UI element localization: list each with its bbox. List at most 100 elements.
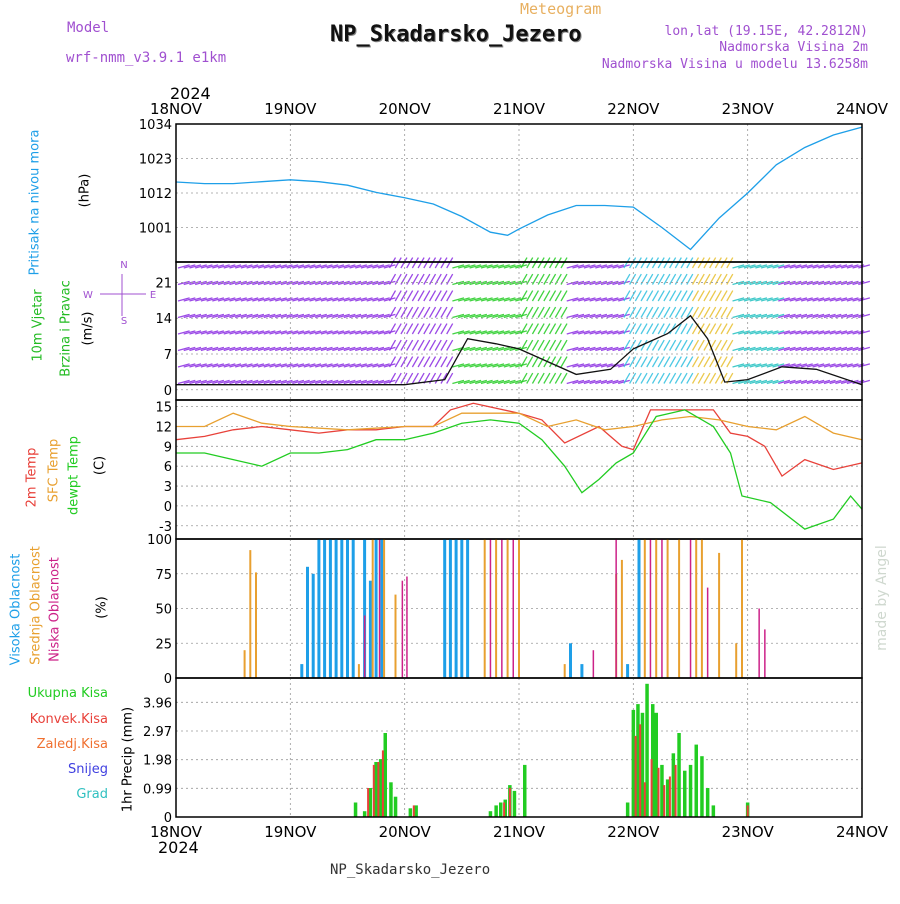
wind-barb <box>486 346 499 352</box>
clouds-bar <box>380 539 384 678</box>
wind-barb <box>440 339 448 351</box>
precipitation-bar <box>694 744 698 817</box>
wind-barb <box>806 264 819 269</box>
wind-barb <box>332 346 345 352</box>
temperature-series-line <box>176 409 863 530</box>
y-tick-label: 9 <box>164 440 172 455</box>
wind-barb <box>749 313 762 319</box>
y-tick-label: 15 <box>155 401 172 416</box>
wind-barb <box>543 290 551 302</box>
wind-barb <box>315 264 327 269</box>
wind-barb <box>760 264 773 269</box>
wind-barb <box>486 297 499 302</box>
wind-barb <box>583 363 596 368</box>
wind-barb <box>343 363 356 368</box>
wind-barb <box>337 363 350 368</box>
wind-barb <box>520 372 528 384</box>
y-tick-label: 0 <box>164 500 172 515</box>
precipitation-bar <box>634 735 637 817</box>
wind-barb <box>674 257 682 269</box>
temp-unit: (C) <box>92 455 108 476</box>
wind-barb <box>326 363 339 368</box>
wind-barb <box>234 363 247 368</box>
wind-barb <box>234 379 247 385</box>
wind-barb <box>383 379 396 385</box>
wind-barb <box>749 297 762 302</box>
clouds-bar <box>626 664 630 678</box>
precipitation-bar <box>625 802 630 817</box>
wind-barb <box>577 363 590 368</box>
wind-barb <box>674 323 682 335</box>
wind-barb <box>257 280 270 286</box>
wind-barb <box>497 330 510 335</box>
wind-barb <box>606 280 619 286</box>
wind-barb <box>434 257 442 269</box>
wind-barb <box>446 372 454 384</box>
wind-barb <box>829 379 842 385</box>
wind-barb <box>349 379 362 385</box>
wind-barb <box>269 379 282 385</box>
wind-barb <box>572 363 585 368</box>
wind-barb <box>269 313 282 319</box>
wind-barb <box>640 339 648 351</box>
precipitation-bar <box>377 762 380 817</box>
wind-barb <box>657 372 665 384</box>
wind-barb <box>326 313 339 319</box>
wind-barb <box>492 313 505 319</box>
wind-barb <box>428 323 437 335</box>
clouds-bar <box>368 580 372 678</box>
wind-barb <box>537 273 545 285</box>
wind-barb <box>417 257 425 269</box>
wind-barb <box>732 264 745 269</box>
clouds-bar <box>249 550 252 678</box>
wind-barb <box>355 297 367 302</box>
wind-barb <box>526 257 534 269</box>
wind-barb <box>600 330 613 335</box>
y-tick-label: 75 <box>155 568 172 583</box>
wind-barb <box>509 363 522 368</box>
wind-barb <box>326 379 339 385</box>
compass-w: W <box>83 290 93 301</box>
wind-barb <box>577 346 590 352</box>
wind-barb <box>651 290 660 302</box>
wind-barb <box>623 372 631 384</box>
wind-barb <box>217 346 230 352</box>
wind-barb <box>257 363 270 368</box>
wind-barb <box>383 280 396 286</box>
wind-barb <box>531 273 539 285</box>
wind-barb <box>394 372 402 384</box>
wind-barb <box>292 297 305 302</box>
wind-barb <box>618 330 630 335</box>
precipitation-bar <box>503 799 507 817</box>
wind-barb <box>823 313 836 319</box>
wind-barb <box>177 379 190 385</box>
wind-barb <box>194 280 207 286</box>
wind-barb <box>315 280 327 286</box>
wind-barb <box>835 313 848 319</box>
wind-barb <box>303 330 316 335</box>
wind-barb <box>755 330 768 335</box>
wind-barb <box>823 363 836 368</box>
wind-barb <box>732 313 745 319</box>
wind-barb <box>229 280 242 286</box>
wind-barb <box>789 346 802 352</box>
y-tick-label: 14 <box>155 312 172 327</box>
wind-barb <box>229 379 242 385</box>
wind-barb <box>349 330 362 335</box>
wind-barb <box>223 379 236 385</box>
wind-barb <box>640 290 648 302</box>
wind-barb <box>640 257 648 269</box>
wind-barb <box>657 339 665 351</box>
clouds-bar <box>306 566 309 678</box>
wind-barb <box>360 264 373 269</box>
wind-barb <box>709 339 717 351</box>
wind-barb <box>720 273 728 285</box>
wind-barb <box>503 330 516 335</box>
wind-barb <box>355 379 367 385</box>
wind-barb <box>709 372 717 384</box>
clouds-bar <box>661 539 663 678</box>
wind-barb <box>183 264 196 269</box>
wind-barb <box>835 280 848 286</box>
wind-barb <box>623 290 631 302</box>
wind-barb <box>772 363 785 368</box>
